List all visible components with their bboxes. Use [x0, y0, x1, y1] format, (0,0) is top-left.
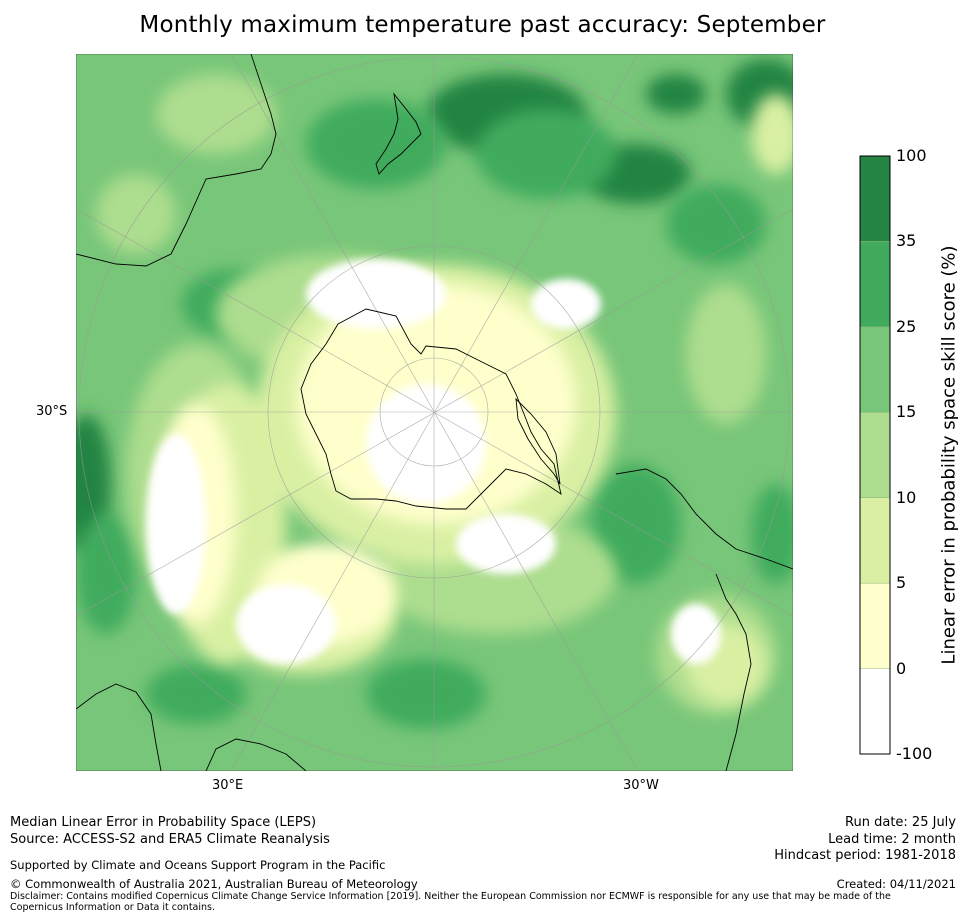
australia-outline: [76, 54, 277, 267]
colorbar-tick-label: 10: [896, 487, 917, 507]
colorbar-tick-label: 25: [896, 316, 917, 336]
colorbar-bin: [859, 582, 891, 669]
colorbar-tick-label: 35: [896, 231, 917, 251]
footer-disclaimer: Disclaimer: Contains modified Copernicus…: [10, 891, 891, 913]
colorbar-label: Linear error in probability space skill …: [938, 245, 960, 665]
chart-title: Monthly maximum temperature past accurac…: [139, 12, 826, 38]
colorbar-tick-label: 100: [896, 146, 927, 165]
colorbar-bin: [859, 326, 891, 413]
footer-method: Median Linear Error in Probability Space…: [10, 815, 317, 830]
lead-time: Lead time: 2 month: [828, 832, 956, 847]
colorbar-tick-label: 0: [896, 658, 907, 678]
colorbar-bin: [860, 668, 890, 754]
run-date: Run date: 25 July: [845, 815, 956, 830]
lat-label-30s: 30°S: [36, 404, 68, 419]
footer-support: Supported by Climate and Oceans Support …: [10, 858, 386, 872]
polar-map: [76, 54, 793, 771]
africa-outline: [76, 683, 162, 771]
africa-outline-2: [205, 738, 307, 771]
colorbar: [859, 155, 891, 755]
south-america-outline: [615, 468, 793, 570]
south-america-coast-2: [715, 573, 752, 771]
skill-region-25-35: [76, 99, 793, 729]
graticule: [76, 54, 793, 771]
created-date: Created: 04/11/2021: [836, 877, 956, 891]
lon-label-30e: 30°E: [212, 778, 244, 793]
hindcast-period: Hindcast period: 1981-2018: [774, 848, 956, 863]
colorbar-bin: [859, 155, 891, 242]
colorbar-tick-label: -100: [896, 744, 933, 763]
colorbar-frame: [859, 155, 891, 755]
peninsula-outline: [515, 397, 561, 485]
colorbar-bin: [859, 241, 891, 328]
footer-copyright: © Commonwealth of Australia 2021, Austra…: [10, 877, 418, 891]
colorbar-tick-label: 15: [896, 402, 917, 422]
colorbar-tick-label: 5: [896, 573, 907, 593]
new-zealand-outline: [375, 92, 422, 175]
colorbar-bin: [859, 412, 891, 498]
antarctica-outline: [300, 308, 562, 510]
footer-source: Source: ACCESS-S2 and ERA5 Climate Reana…: [10, 832, 330, 847]
colorbar-bin: [859, 497, 891, 584]
coastlines: [76, 54, 793, 771]
lon-label-30w: 30°W: [623, 778, 659, 793]
